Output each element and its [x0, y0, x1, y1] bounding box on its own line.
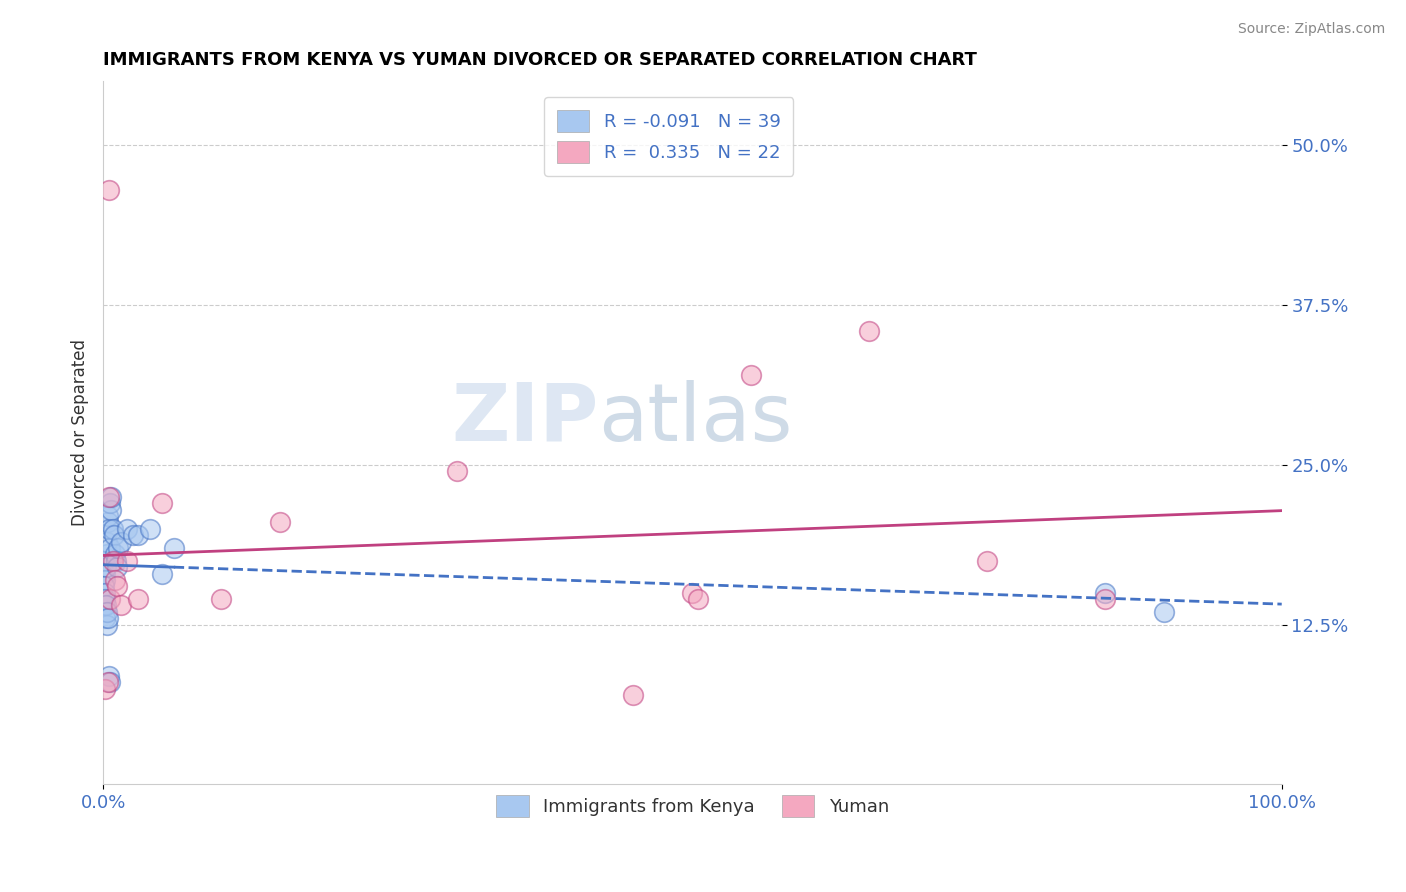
Point	[97, 675, 120, 690]
Point	[110, 599, 132, 613]
Point	[94, 573, 117, 587]
Point	[105, 554, 128, 568]
Point	[150, 496, 173, 510]
Point	[98, 592, 121, 607]
Point	[110, 534, 132, 549]
Point	[94, 599, 117, 613]
Point	[115, 554, 138, 568]
Text: IMMIGRANTS FROM KENYA VS YUMAN DIVORCED OR SEPARATED CORRELATION CHART: IMMIGRANTS FROM KENYA VS YUMAN DIVORCED …	[103, 51, 977, 69]
Point	[93, 599, 115, 613]
Point	[97, 516, 120, 530]
Point	[94, 611, 117, 625]
Point	[100, 502, 122, 516]
Point	[127, 592, 149, 607]
Point	[107, 541, 129, 555]
Point	[623, 688, 645, 702]
Point	[100, 490, 122, 504]
Point	[98, 183, 121, 197]
Text: atlas: atlas	[598, 380, 793, 458]
Point	[98, 669, 121, 683]
Point	[96, 547, 118, 561]
Point	[98, 496, 121, 510]
Point	[121, 528, 143, 542]
Point	[96, 617, 118, 632]
Point	[97, 508, 120, 523]
Point	[97, 611, 120, 625]
Point	[93, 554, 115, 568]
Point	[150, 566, 173, 581]
Point	[688, 592, 710, 607]
Point	[98, 522, 121, 536]
Point	[103, 528, 125, 542]
Point	[98, 541, 121, 555]
Point	[98, 490, 121, 504]
Point	[101, 522, 124, 536]
Point	[740, 368, 762, 383]
Text: Source: ZipAtlas.com: Source: ZipAtlas.com	[1237, 22, 1385, 37]
Point	[446, 464, 468, 478]
Point	[1094, 592, 1116, 607]
Point	[94, 681, 117, 696]
Legend: Immigrants from Kenya, Yuman: Immigrants from Kenya, Yuman	[489, 789, 896, 824]
Point	[105, 579, 128, 593]
Point	[104, 547, 127, 561]
Point	[94, 592, 117, 607]
Point	[94, 585, 117, 599]
Text: ZIP: ZIP	[451, 380, 598, 458]
Point	[115, 522, 138, 536]
Point	[93, 579, 115, 593]
Point	[105, 560, 128, 574]
Point	[96, 605, 118, 619]
Point	[101, 554, 124, 568]
Point	[104, 573, 127, 587]
Point	[976, 554, 998, 568]
Point	[681, 585, 703, 599]
Point	[127, 528, 149, 542]
Y-axis label: Divorced or Separated: Divorced or Separated	[72, 339, 89, 526]
Point	[163, 541, 186, 555]
Point	[1153, 605, 1175, 619]
Point	[1094, 585, 1116, 599]
Point	[96, 534, 118, 549]
Point	[209, 592, 232, 607]
Point	[269, 516, 291, 530]
Point	[94, 560, 117, 574]
Point	[858, 324, 880, 338]
Point	[98, 675, 121, 690]
Point	[139, 522, 162, 536]
Point	[94, 566, 117, 581]
